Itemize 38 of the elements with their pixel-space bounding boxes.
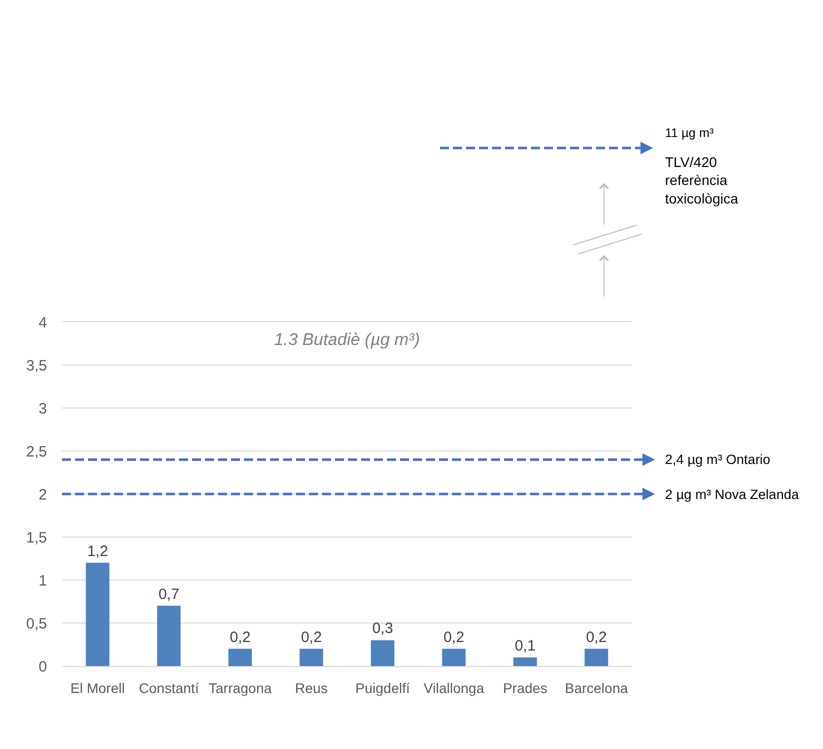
text: 11 µg m³: [665, 126, 714, 140]
y-tick-label: 1: [38, 572, 47, 590]
ref-line-label: 2 µg m³ Nova Zelanda: [665, 487, 800, 502]
bar: [513, 657, 537, 666]
data-label: 0,2: [230, 628, 251, 646]
data-label: 0,7: [158, 586, 180, 603]
data-label: 0,2: [300, 628, 322, 646]
x-tick-label: Constantí: [138, 680, 199, 696]
x-tick-label: Puigdelfí: [355, 680, 410, 696]
y-tick-label: 4: [38, 314, 47, 332]
y-tick-label: 3: [38, 400, 47, 418]
y-tick-label: 2,5: [26, 443, 47, 460]
data-label: 0,3: [372, 620, 394, 638]
text: TLV/420 referència toxicològica: [665, 154, 738, 206]
bar: [370, 640, 394, 666]
y-tick-label: 2: [38, 486, 47, 504]
text: 1.3 Butadiè (µg m³): [274, 330, 420, 349]
y-tick-label: 0,5: [26, 615, 47, 632]
data-label: 0,1: [514, 637, 536, 654]
data-label: 0,2: [443, 628, 464, 646]
bar: [157, 606, 181, 666]
bar: [584, 648, 608, 666]
x-tick-label: Reus: [295, 680, 328, 696]
y-tick-label: 3,5: [26, 357, 47, 374]
y-tick-label: 1,5: [26, 529, 47, 546]
ref-line-label: 2,4 µg m³ Ontario: [665, 452, 770, 467]
bar: [228, 648, 252, 666]
x-tick-label: El Morell: [70, 680, 125, 696]
x-tick-label: Prades: [502, 680, 548, 696]
bar: [300, 648, 324, 666]
x-tick-label: Tarragona: [208, 680, 272, 696]
data-label: 0,2: [586, 628, 607, 646]
y-tick-label: 0: [38, 658, 47, 676]
x-tick-label: Vilallonga: [424, 680, 484, 696]
bar: [86, 562, 110, 666]
data-label: 1,2: [87, 542, 108, 560]
bar: [442, 648, 466, 666]
x-tick-label: Barcelona: [564, 680, 628, 696]
